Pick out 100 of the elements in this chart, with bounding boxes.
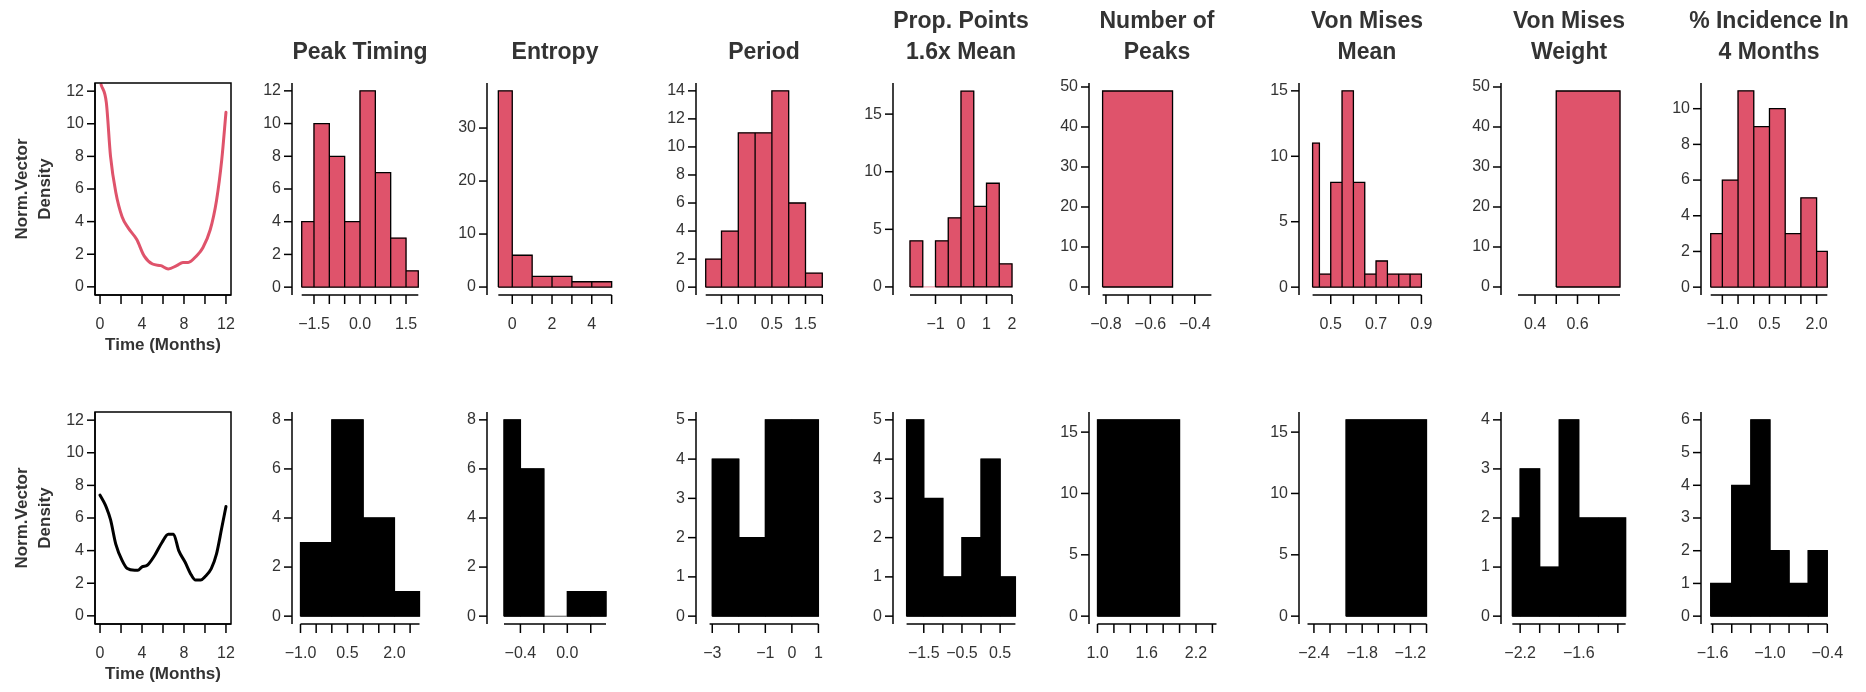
x-tick-label: 0.5 (1319, 315, 1342, 333)
x-tick-label: 2 (547, 315, 557, 333)
y-tick-label: 30 (1060, 157, 1079, 175)
y-tick-label: 4 (467, 508, 477, 526)
y-tick-label: 2 (75, 573, 85, 591)
y-tick-label: 0 (676, 277, 686, 295)
x-tick-label: 1.5 (394, 315, 418, 333)
x-tick-label: −1.6 (1696, 644, 1729, 662)
y-tick-label: 0 (272, 277, 282, 295)
y-tick-label: 4 (1681, 206, 1691, 224)
y-tick-label: 2 (75, 244, 85, 262)
y-tick-label: 10 (1270, 146, 1289, 164)
x-tick-label: 8 (179, 644, 189, 662)
x-tick-label: −1.5 (298, 315, 330, 333)
y-tick-label: 10 (263, 113, 282, 131)
y-tick-label: 5 (1279, 545, 1289, 563)
x-tick-label: 0 (95, 315, 105, 333)
x-tick-label: −0.4 (1811, 644, 1844, 662)
y-tick-label: 1 (1481, 557, 1491, 575)
y-tick-label: 0 (1681, 277, 1691, 295)
x-tick-label: −1.0 (284, 644, 317, 662)
y-tick-label: 2 (1681, 241, 1691, 259)
y-tick-label: 8 (75, 475, 85, 493)
x-tick-label: −1.0 (1754, 644, 1786, 662)
x-tick-label: 4 (137, 315, 147, 333)
x-tick-label: −1 (926, 315, 945, 333)
x-tick-label: −2.4 (1298, 644, 1330, 662)
x-tick-label: 2.0 (383, 644, 406, 662)
y-tick-label: 0 (75, 606, 85, 624)
x-axis-title: Time (Months) (105, 664, 221, 683)
y-tick-label: 12 (667, 109, 686, 127)
y-tick-label: 4 (873, 449, 883, 467)
y-tick-label: 10 (1472, 237, 1491, 255)
x-tick-label: −1.2 (1394, 644, 1427, 662)
y-tick-label: 6 (1681, 410, 1691, 428)
y-tick-label: 50 (1060, 77, 1079, 95)
y-tick-label: 10 (1270, 483, 1289, 501)
y-tick-label: 50 (1472, 77, 1491, 95)
x-tick-label: 0.0 (556, 644, 579, 662)
x-tick-label: −0.4 (1178, 315, 1211, 333)
y-tick-label: 0 (1279, 606, 1289, 624)
y-tick-label: 15 (1060, 422, 1079, 440)
y-tick-label: 40 (1472, 117, 1491, 135)
x-axis-title: Time (Months) (105, 335, 221, 354)
chart-title: Peak Timing (292, 38, 428, 64)
y-tick-label: 0 (272, 606, 282, 624)
x-tick-label: −1.0 (705, 315, 738, 333)
y-tick-label: 8 (467, 410, 477, 428)
y-tick-label: 0 (1681, 606, 1691, 624)
y-axis-title: Norm.Vector Density (11, 138, 54, 240)
x-tick-label: −1.0 (1706, 315, 1739, 333)
y-tick-label: 2 (676, 249, 686, 267)
x-tick-label: −0.6 (1134, 315, 1167, 333)
y-tick-label: 6 (272, 459, 282, 477)
chart-title: Number of Peaks (1099, 7, 1215, 64)
chart-title: Von Mises Mean (1310, 7, 1424, 64)
y-tick-label: 8 (676, 165, 686, 183)
y-tick-label: 14 (667, 81, 686, 99)
y-tick-label: 3 (1481, 459, 1491, 477)
y-tick-label: 20 (458, 171, 477, 189)
y-tick-label: 1 (873, 567, 883, 585)
x-tick-label: 0.6 (1566, 315, 1589, 333)
x-tick-label: 4 (587, 315, 597, 333)
y-tick-label: 4 (272, 212, 282, 230)
y-tick-label: 1 (1681, 573, 1691, 591)
y-tick-label: 0 (1481, 606, 1491, 624)
y-tick-label: 0 (467, 606, 477, 624)
y-tick-label: 4 (1681, 475, 1691, 493)
y-tick-label: 0 (467, 277, 477, 295)
x-tick-label: 1.5 (794, 315, 817, 333)
x-tick-label: 2 (1007, 315, 1017, 333)
y-tick-label: 8 (75, 146, 85, 164)
x-tick-label: 0.7 (1364, 315, 1388, 333)
x-tick-label: −0.5 (946, 644, 978, 662)
x-tick-label: 2.0 (1805, 315, 1828, 333)
y-tick-label: 20 (1060, 197, 1079, 215)
y-tick-label: 6 (75, 179, 85, 197)
chart-title: Von Mises Weight (1512, 7, 1626, 64)
y-tick-label: 4 (75, 541, 85, 559)
x-tick-label: −1.6 (1562, 644, 1595, 662)
x-tick-label: 12 (217, 644, 235, 662)
x-tick-label: 2.2 (1184, 644, 1208, 662)
y-tick-label: 4 (75, 212, 85, 230)
y-tick-label: 12 (66, 81, 85, 99)
y-tick-label: 10 (458, 224, 477, 242)
y-tick-label: 10 (667, 137, 686, 155)
x-tick-label: 0.5 (336, 644, 359, 662)
y-tick-label: 1 (676, 567, 686, 585)
y-axis-title: Norm.Vector Density (11, 467, 54, 569)
x-tick-label: 1.0 (1086, 644, 1109, 662)
x-tick-label: 1 (982, 315, 992, 333)
y-tick-label: 40 (1060, 117, 1079, 135)
y-tick-label: 15 (864, 104, 883, 122)
x-tick-label: 0 (787, 644, 797, 662)
y-tick-label: 10 (864, 162, 883, 180)
y-tick-label: 10 (66, 443, 85, 461)
y-tick-label: 6 (75, 508, 85, 526)
y-tick-label: 6 (1681, 170, 1691, 188)
y-tick-label: 15 (1270, 81, 1289, 99)
x-tick-label: −1.8 (1346, 644, 1379, 662)
